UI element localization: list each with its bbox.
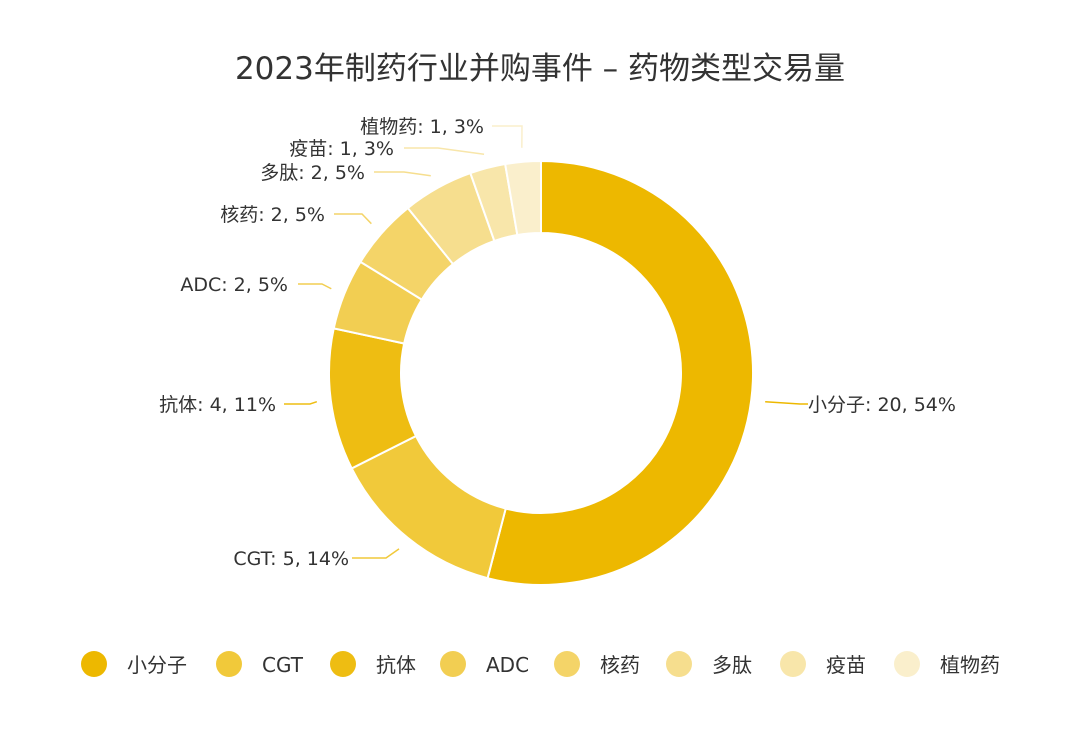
legend-marker-ADC	[440, 651, 466, 677]
labels-layer: 小分子: 20, 54% CGT: 5, 14% 抗体: 4, 11% ADC: 2,…	[159, 116, 956, 570]
legend-marker-抗体	[330, 651, 356, 677]
legend: 小分子 CGT 抗体 ADC 核药 多肽 疫苗 植物药	[81, 651, 1000, 677]
legend-item-抗体[interactable]: 抗体	[330, 651, 416, 677]
legend-marker-小分子	[81, 651, 107, 677]
legend-item-小分子[interactable]: 小分子	[81, 651, 187, 677]
data-label-植物药: 植物药: 1, 3%	[360, 116, 484, 138]
legend-label-核药: 核药	[600, 653, 640, 677]
legend-marker-疫苗	[780, 651, 806, 677]
legend-marker-植物药	[894, 651, 920, 677]
data-label-ADC: ADC: 2, 5%	[180, 274, 288, 296]
slice-小分子[interactable]	[486, 159, 754, 586]
data-label-小分子: 小分子: 20, 54%	[808, 394, 956, 416]
legend-item-疫苗[interactable]: 疫苗	[780, 651, 866, 677]
leader-line-ADC	[298, 283, 332, 290]
legend-item-CGT[interactable]: CGT	[216, 651, 304, 677]
data-label-抗体: 抗体: 4, 11%	[159, 394, 276, 416]
legend-marker-多肽	[666, 651, 692, 677]
data-label-CGT: CGT: 5, 14%	[233, 548, 349, 570]
legend-label-CGT: CGT	[262, 653, 304, 677]
legend-item-多肽[interactable]: 多肽	[666, 651, 752, 677]
data-label-多肽: 多肽: 2, 5%	[260, 162, 365, 184]
legend-label-小分子: 小分子	[127, 653, 187, 677]
legend-label-多肽: 多肽	[712, 653, 752, 677]
legend-item-植物药[interactable]: 植物药	[894, 651, 1000, 677]
data-label-疫苗: 疫苗: 1, 3%	[289, 138, 394, 160]
leader-line-小分子	[765, 400, 808, 405]
leader-line-多肽	[374, 171, 431, 177]
legend-label-疫苗: 疫苗	[826, 653, 866, 677]
legend-marker-CGT	[216, 651, 242, 677]
leader-line-核药	[334, 213, 372, 225]
legend-label-植物药: 植物药	[940, 653, 1000, 677]
leader-line-植物药	[492, 125, 523, 148]
legend-label-抗体: 抗体	[376, 653, 416, 677]
data-label-核药: 核药: 2, 5%	[220, 204, 325, 226]
leader-line-疫苗	[404, 147, 485, 156]
leader-line-抗体	[284, 400, 318, 405]
legend-label-ADC: ADC	[486, 653, 529, 677]
chart-title: 2023年制药行业并购事件 – 药物类型交易量	[235, 51, 845, 87]
legend-marker-核药	[554, 651, 580, 677]
legend-item-ADC[interactable]: ADC	[440, 651, 529, 677]
slices-layer	[328, 159, 754, 586]
legend-item-核药[interactable]: 核药	[554, 651, 640, 677]
slice-植物药[interactable]	[504, 159, 542, 237]
leader-line-CGT	[352, 548, 400, 559]
